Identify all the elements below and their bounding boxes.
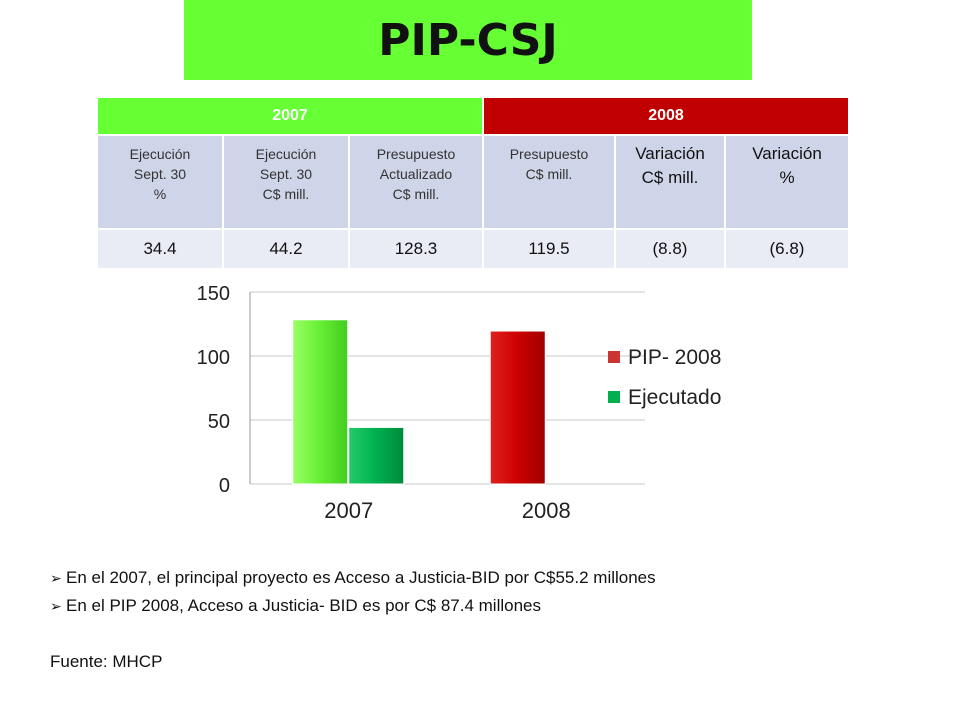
col-header-variacion-pct: Variación % <box>724 134 850 230</box>
value-cell: 119.5 <box>482 228 616 270</box>
bar-2008-pip <box>489 330 546 485</box>
chart-legend: PIP- 2008 Ejecutado <box>608 346 721 409</box>
col-header-line: C$ mill. <box>641 168 699 187</box>
col-header-ejecucion-pct: Ejecución Sept. 30 % <box>96 134 224 230</box>
col-header-presupuesto-2008: Presupuesto C$ mill. <box>482 134 616 230</box>
col-header-line: Variación <box>752 144 822 163</box>
col-header-variacion-mill: Variación C$ mill. <box>614 134 726 230</box>
y-tick-label: 150 <box>197 283 230 305</box>
col-header-line: Variación <box>635 144 705 163</box>
bar-2007-ejecutado <box>348 426 405 485</box>
source-text: Fuente: MHCP <box>50 652 163 671</box>
col-header-line: % <box>153 186 167 202</box>
chart-bars <box>292 319 546 485</box>
x-axis-ticks: 2007 2008 <box>324 498 570 523</box>
x-tick-label: 2007 <box>324 498 373 523</box>
header-2008: 2008 <box>482 96 850 136</box>
value-cell: 44.2 <box>222 228 350 270</box>
col-header-line: C$ mill. <box>525 166 573 182</box>
notes-list: ➢ En el 2007, el principal proyecto es A… <box>50 564 656 620</box>
col-header-line: C$ mill. <box>262 186 310 202</box>
page-title: PIP-CSJ <box>378 14 558 66</box>
arrow-bullet-icon: ➢ <box>50 598 62 614</box>
value-cell: 34.4 <box>96 228 224 270</box>
col-header-ejecucion-mill: Ejecución Sept. 30 C$ mill. <box>222 134 350 230</box>
col-header-presupuesto-actualizado: Presupuesto Actualizado C$ mill. <box>348 134 484 230</box>
legend-swatch <box>608 391 620 403</box>
col-header-line: Presupuesto <box>509 146 589 162</box>
title-banner: PIP-CSJ <box>184 0 752 80</box>
value-cell: 128.3 <box>348 228 484 270</box>
col-header-line: Sept. 30 <box>133 166 187 182</box>
col-header-line: Ejecución <box>255 146 317 162</box>
note-text: En el 2007, el principal proyecto es Acc… <box>66 568 656 587</box>
note-item: ➢ En el 2007, el principal proyecto es A… <box>50 564 656 592</box>
value-cell: (8.8) <box>614 228 726 270</box>
values-row: 34.4 44.2 128.3 119.5 (8.8) (6.8) <box>96 228 850 270</box>
column-header-row: Ejecución Sept. 30 % Ejecución Sept. 30 … <box>96 134 850 230</box>
arrow-bullet-icon: ➢ <box>50 570 62 586</box>
bar-2007-pip <box>292 319 349 485</box>
x-tick-label: 2008 <box>522 498 571 523</box>
legend-label: Ejecutado <box>628 386 721 409</box>
col-header-line: Ejecución <box>129 146 191 162</box>
bar-chart: 0 50 100 150 2007 2008 PIP- 2008 Ejecutado <box>197 283 722 523</box>
y-axis-ticks: 0 50 100 150 <box>197 283 230 497</box>
y-tick-label: 0 <box>219 475 230 497</box>
group-header-row: 2007 2008 <box>96 96 850 136</box>
note-item: ➢ En el PIP 2008, Acceso a Justicia- BID… <box>50 592 656 620</box>
col-header-line: C$ mill. <box>392 186 440 202</box>
col-header-line: % <box>779 168 795 187</box>
y-tick-label: 50 <box>208 411 230 433</box>
value-cell: (6.8) <box>724 228 850 270</box>
legend-swatch <box>608 351 620 363</box>
col-header-line: Presupuesto <box>376 146 456 162</box>
summary-table: 2007 2008 Ejecución Sept. 30 % Ejecución… <box>96 96 850 270</box>
header-2007: 2007 <box>96 96 484 136</box>
y-tick-label: 100 <box>197 347 230 369</box>
legend-label: PIP- 2008 <box>628 346 721 369</box>
col-header-line: Sept. 30 <box>259 166 313 182</box>
note-text: En el PIP 2008, Acceso a Justicia- BID e… <box>66 596 541 615</box>
col-header-line: Actualizado <box>379 166 453 182</box>
